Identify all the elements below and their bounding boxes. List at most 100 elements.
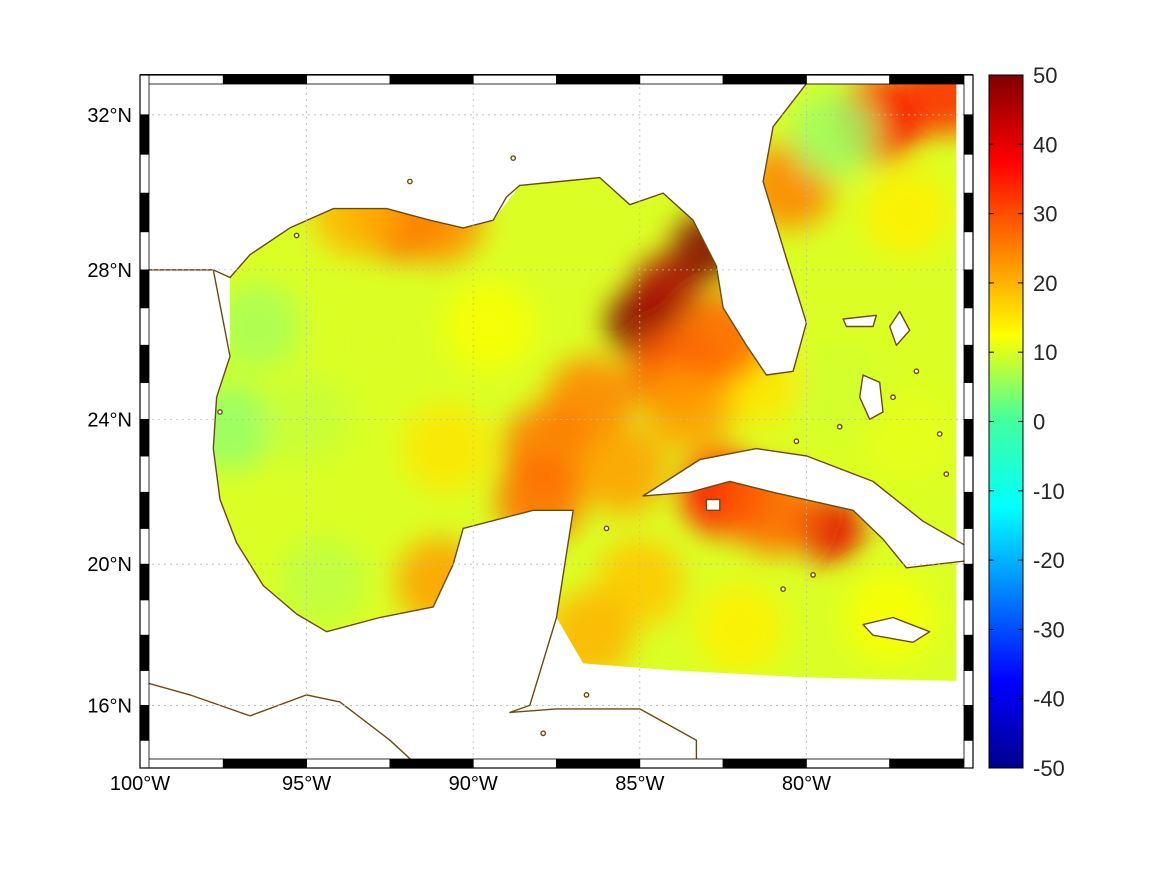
- islet: [936, 431, 943, 437]
- frame-segment: [139, 382, 150, 420]
- lon-tick-label: 95°W: [282, 773, 331, 795]
- islet: [540, 730, 547, 737]
- lat-tick-label: 28°N: [87, 260, 132, 282]
- frame-segment: [963, 634, 974, 671]
- field-blob: [213, 282, 301, 371]
- islet: [810, 572, 816, 578]
- colorbar-tick-label: -50: [1033, 756, 1065, 781]
- field-blob: [695, 584, 784, 673]
- frame-segment: [963, 307, 974, 346]
- frame-segment: [139, 344, 150, 383]
- field-blob: [645, 364, 734, 453]
- frame-segment: [889, 758, 974, 769]
- andros-land: [859, 374, 884, 420]
- frame-segment: [472, 74, 557, 85]
- lat-tick-label: 24°N: [87, 409, 132, 431]
- lon-tick-label: 85°W: [615, 773, 664, 795]
- frame-segment: [139, 231, 150, 271]
- field-blob: [795, 345, 884, 434]
- frame-segment: [889, 74, 974, 85]
- frame-segment: [963, 455, 974, 493]
- colorbar-ticks: 50 40 30 20 10 0 -10 -20 -30 -40 -50: [989, 63, 1065, 781]
- colorbar-tick-label: -40: [1033, 687, 1065, 712]
- colorbar-tick-label: 10: [1033, 340, 1057, 365]
- frame-segment: [306, 74, 391, 85]
- field-blob: [789, 90, 878, 179]
- frame-segment: [963, 344, 974, 383]
- frame-segment: [963, 231, 974, 271]
- frame-segment: [389, 74, 474, 85]
- frame-segment: [722, 74, 807, 85]
- frame-segment: [963, 491, 974, 529]
- frame-segment: [139, 74, 150, 116]
- frame-segment: [963, 527, 974, 565]
- frame-segment: [963, 670, 974, 706]
- lat-tick-label: 16°N: [87, 695, 132, 717]
- colorbar-gradient: [988, 74, 1024, 769]
- islet: [943, 471, 950, 477]
- frame-segment: [389, 758, 474, 769]
- islet: [293, 232, 300, 239]
- frame-segment: [139, 307, 150, 346]
- frame-segment: [139, 599, 150, 636]
- frame-segment: [963, 269, 974, 309]
- frame-segment: [139, 739, 150, 769]
- frame-segment: [139, 670, 150, 706]
- isla-juventud-land: [705, 498, 721, 511]
- frame-segment: [722, 758, 807, 769]
- lon-tick-label: 100°W: [110, 773, 170, 795]
- frame-segment: [139, 705, 150, 741]
- lon-tick-label: 90°W: [449, 773, 498, 795]
- islet: [583, 692, 590, 698]
- map-frame: [139, 74, 974, 769]
- frame-segment: [963, 192, 974, 233]
- frame-segment: [139, 455, 150, 493]
- frame-segment: [222, 74, 308, 85]
- islet: [217, 409, 223, 415]
- mexico-land: [140, 269, 698, 768]
- colorbar-tick-label: 30: [1033, 202, 1057, 227]
- frame-segment: [306, 758, 391, 769]
- cuba-land: [642, 447, 973, 569]
- frame-segment: [139, 634, 150, 671]
- islet: [793, 438, 800, 445]
- islet: [406, 178, 413, 185]
- frame-segment: [139, 114, 150, 155]
- colorbar-tick-label: 0: [1033, 410, 1045, 435]
- frame-segment: [963, 382, 974, 420]
- field-blob: [445, 282, 534, 371]
- field-blob: [262, 375, 351, 464]
- colorbar-tick-label: -10: [1033, 479, 1065, 504]
- frame-segment: [963, 599, 974, 636]
- islet: [836, 423, 843, 430]
- jamaica-land: [862, 616, 931, 643]
- frame-segment: [139, 269, 150, 309]
- islet: [510, 155, 517, 162]
- frame-segment: [639, 758, 724, 769]
- frame-segment: [806, 758, 891, 769]
- islet: [603, 525, 610, 532]
- islet: [890, 394, 896, 401]
- field-blob: [902, 75, 957, 135]
- frame-segment: [963, 705, 974, 741]
- frame-segment: [806, 74, 891, 85]
- colorbar: 50 40 30 20 10 0 -10 -20 -30 -40 -50: [988, 63, 1065, 781]
- frame-segment: [963, 153, 974, 194]
- islet: [913, 368, 920, 375]
- longitude-labels: 100°W 95°W 90°W 85°W 80°W: [110, 773, 831, 795]
- frame-segment: [963, 418, 974, 457]
- field-blob: [279, 538, 368, 626]
- frame-segment: [139, 192, 150, 233]
- frame-segment: [139, 491, 150, 529]
- islet: [780, 586, 786, 592]
- frame-segment: [472, 758, 557, 769]
- colorbar-tick-label: 40: [1033, 132, 1057, 157]
- abaco-land: [889, 310, 911, 346]
- frame-segment: [139, 758, 224, 769]
- frame-segment: [556, 758, 641, 769]
- colorbar-tick-label: 50: [1033, 63, 1057, 88]
- field-blob: [579, 426, 668, 515]
- frame-segment: [139, 527, 150, 565]
- lat-tick-label: 20°N: [87, 554, 132, 576]
- field-blob: [862, 393, 951, 482]
